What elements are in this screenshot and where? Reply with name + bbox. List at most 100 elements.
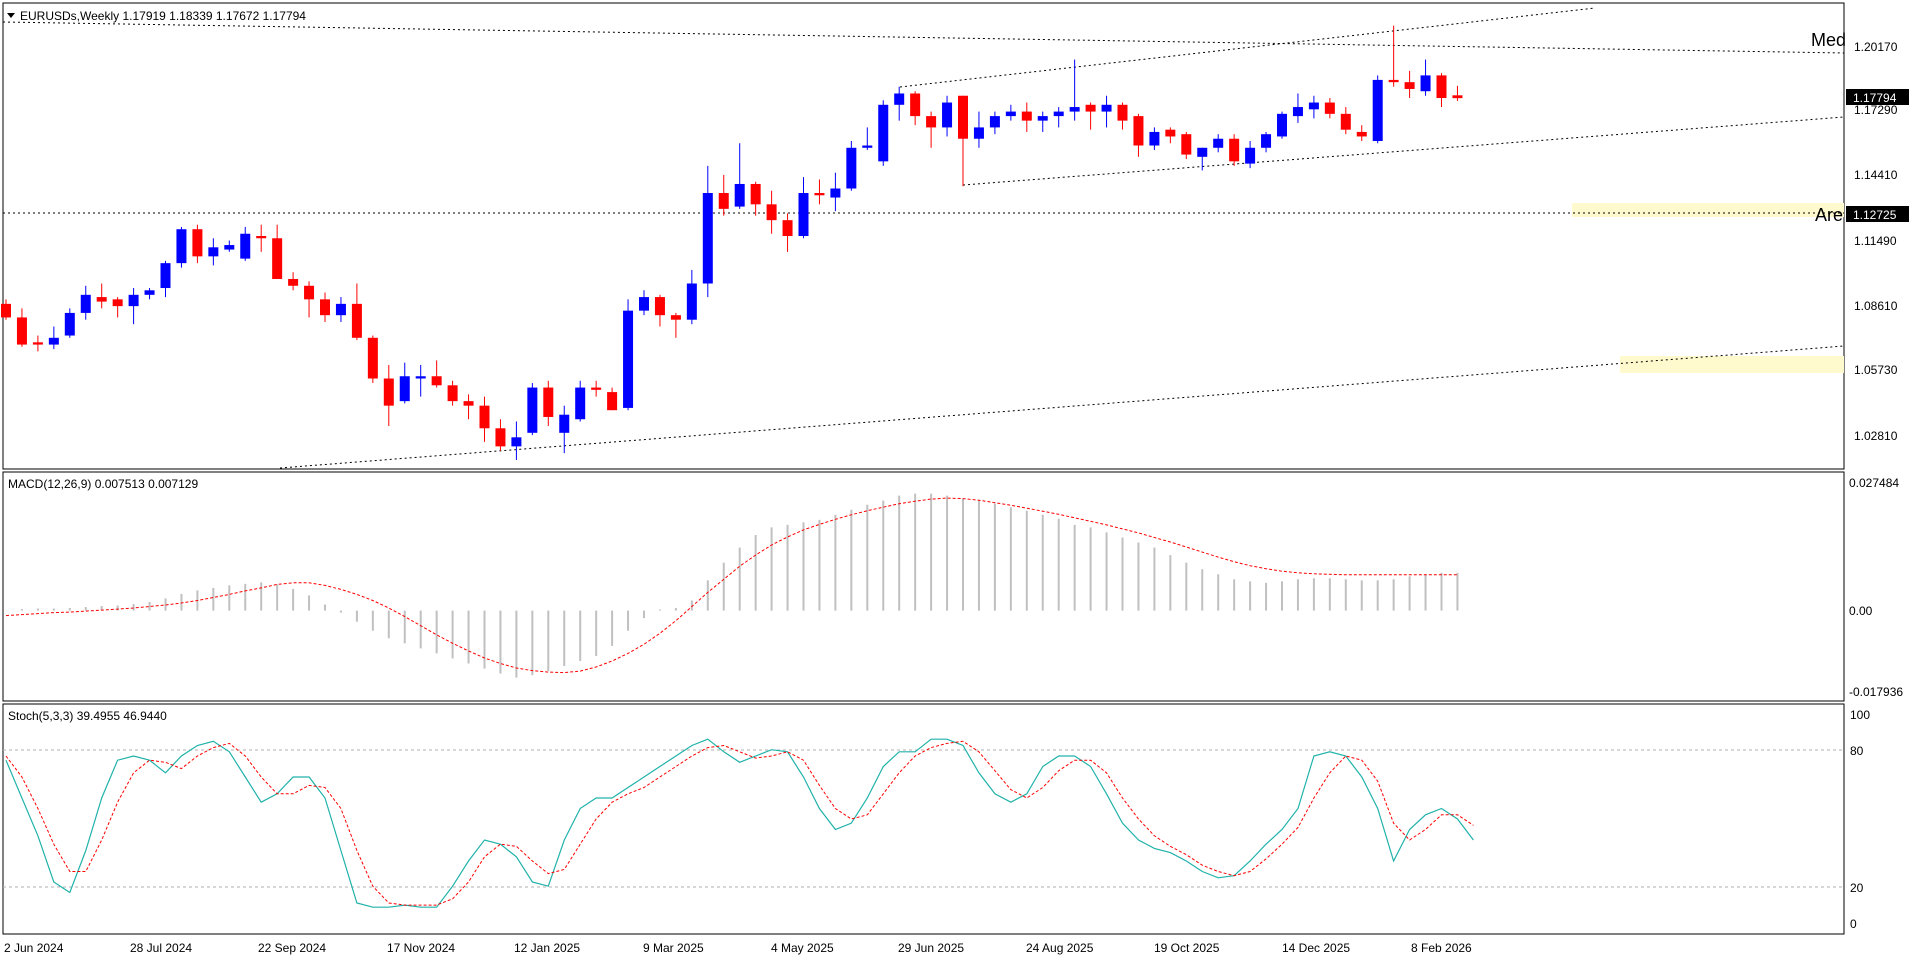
stoch-tick: 100 bbox=[1850, 708, 1870, 722]
candle-bull bbox=[80, 294, 91, 313]
macd-axis: 0.027484 0.00 -0.017936 bbox=[1849, 476, 1903, 699]
candle-bull bbox=[144, 290, 155, 295]
candle-bear bbox=[1, 303, 11, 318]
price-panel-header: EURUSDs,Weekly 1.17919 1.18339 1.17672 1… bbox=[20, 9, 306, 23]
candle-bear bbox=[750, 183, 761, 205]
channel-top-line bbox=[899, 7, 1596, 88]
candle-bull bbox=[798, 193, 809, 236]
time-tick: 14 Dec 2025 bbox=[1282, 941, 1350, 955]
current-price-box bbox=[1846, 89, 1909, 105]
time-tick: 4 May 2025 bbox=[771, 941, 834, 955]
candle-bear bbox=[782, 220, 793, 236]
candle-bear bbox=[479, 405, 490, 429]
price-tick: 1.11490 bbox=[1854, 234, 1897, 248]
candle-bear bbox=[543, 387, 554, 417]
price-axis: 1.20170 1.17290 1.14410 1.11490 1.08610 … bbox=[1854, 40, 1898, 443]
candle-bull bbox=[224, 245, 235, 250]
stoch-axis: 100 80 20 0 bbox=[1850, 708, 1870, 931]
candle-bull bbox=[1245, 147, 1256, 164]
candle-bear bbox=[1117, 104, 1128, 121]
supply-demand-zone-lower bbox=[1620, 356, 1844, 373]
candle-bear bbox=[1229, 138, 1240, 162]
candle-bull bbox=[862, 145, 873, 148]
candle-bull bbox=[511, 437, 522, 447]
time-tick: 19 Oct 2025 bbox=[1154, 941, 1220, 955]
long-support-line bbox=[279, 345, 1845, 469]
candle-bear bbox=[1356, 131, 1367, 137]
candle-bear bbox=[1165, 129, 1176, 137]
trendlines-layer bbox=[2, 7, 1845, 469]
candle-bear bbox=[1404, 82, 1415, 89]
price-tick: 1.14410 bbox=[1854, 168, 1898, 182]
candle-bull bbox=[1101, 104, 1112, 112]
candle-bear bbox=[814, 193, 825, 196]
collapse-triangle-icon[interactable] bbox=[7, 13, 15, 18]
candle-bear bbox=[463, 401, 474, 406]
candle-bull bbox=[559, 414, 570, 433]
annotation-top-label: Med bbox=[1811, 30, 1846, 50]
candle-bull bbox=[734, 183, 745, 207]
price-tick: 1.20170 bbox=[1854, 40, 1898, 54]
time-tick: 22 Sep 2024 bbox=[258, 941, 326, 955]
candle-bull bbox=[1197, 147, 1208, 157]
candle-bull bbox=[160, 263, 171, 289]
candle-bull bbox=[830, 188, 841, 198]
time-tick: 24 Aug 2025 bbox=[1026, 941, 1094, 955]
macd-tick: -0.017936 bbox=[1849, 685, 1903, 699]
candle-bear bbox=[1085, 104, 1096, 112]
candle-bull bbox=[1149, 131, 1160, 146]
candle-bear bbox=[1452, 95, 1463, 99]
stoch-tick: 80 bbox=[1850, 744, 1864, 758]
candle-bear bbox=[766, 204, 777, 221]
candle-bear bbox=[351, 303, 362, 338]
stoch-panel[interactable] bbox=[2, 703, 1845, 935]
candle-bull bbox=[208, 247, 219, 257]
time-tick: 28 Jul 2024 bbox=[130, 941, 192, 955]
candle-bull bbox=[1277, 113, 1287, 137]
candle-bear bbox=[1388, 79, 1399, 83]
stoch-signal-line bbox=[5, 740, 1474, 906]
candle-bear bbox=[591, 387, 602, 390]
candle-bear bbox=[670, 315, 681, 320]
candle-bull bbox=[128, 294, 139, 307]
candle-bull bbox=[1213, 138, 1224, 148]
stoch-level-lines bbox=[3, 749, 1844, 888]
candle-bull bbox=[1037, 116, 1048, 121]
candle-bull bbox=[1292, 107, 1303, 117]
candles-layer bbox=[1, 25, 1463, 460]
candle-bull bbox=[942, 102, 953, 128]
time-tick: 8 Feb 2026 bbox=[1411, 941, 1472, 955]
candle-bull bbox=[639, 297, 649, 311]
current-price-label: 1.17794 bbox=[1853, 91, 1897, 105]
candle-bull bbox=[989, 116, 1000, 128]
supply-demand-zone-upper bbox=[1572, 203, 1844, 217]
candle-bull bbox=[702, 193, 713, 284]
time-tick: 17 Nov 2024 bbox=[387, 941, 455, 955]
level-price-box bbox=[1846, 206, 1909, 222]
candle-bear bbox=[112, 299, 123, 307]
macd-tick: 0.00 bbox=[1849, 604, 1873, 618]
price-tick: 1.02810 bbox=[1854, 429, 1898, 443]
macd-panel[interactable] bbox=[2, 471, 1845, 702]
annotation-level-label: Are bbox=[1815, 205, 1843, 225]
time-tick: 2 Jun 2024 bbox=[4, 941, 64, 955]
candle-bull bbox=[1420, 75, 1431, 92]
candle-bear bbox=[607, 392, 618, 411]
candle-bull bbox=[176, 229, 187, 264]
candle-bear bbox=[447, 385, 458, 402]
stoch-panel-header: Stoch(5,3,3) 39.4955 46.9440 bbox=[8, 709, 167, 723]
channel-bottom-line bbox=[962, 116, 1845, 186]
candle-bull bbox=[48, 337, 59, 345]
candle-bull bbox=[686, 283, 697, 320]
time-tick: 29 Jun 2025 bbox=[898, 941, 964, 955]
macd-signal-line bbox=[5, 497, 1458, 674]
candle-bear bbox=[16, 317, 27, 345]
candle-bull bbox=[240, 233, 251, 259]
candle-bear bbox=[926, 116, 937, 128]
candle-bull bbox=[527, 387, 538, 433]
price-panel[interactable] bbox=[2, 2, 1845, 470]
candle-bull bbox=[973, 127, 984, 139]
time-axis: 2 Jun 2024 28 Jul 2024 22 Sep 2024 17 No… bbox=[4, 941, 1472, 955]
candle-bull bbox=[623, 310, 634, 408]
